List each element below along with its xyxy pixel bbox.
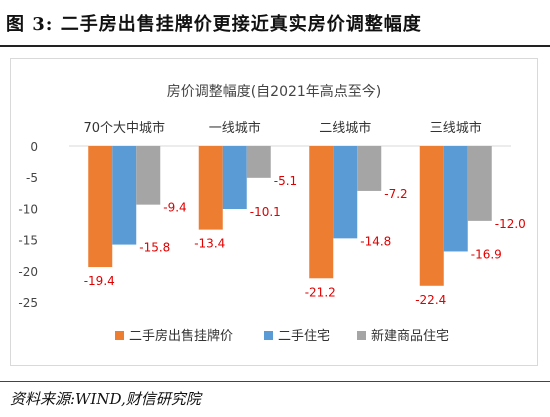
y-tick-label: -5 (26, 171, 38, 185)
bar (444, 146, 468, 251)
y-tick-label: -20 (18, 265, 38, 279)
y-tick-label: -25 (18, 296, 38, 310)
value-label: -10.1 (250, 205, 281, 219)
value-label: -12.0 (495, 217, 526, 231)
value-label: -15.8 (139, 241, 170, 255)
y-tick-label: 0 (30, 140, 38, 154)
bottom-divider (0, 381, 550, 382)
value-label: -21.2 (305, 285, 336, 299)
value-label: -9.4 (163, 201, 186, 215)
bar (88, 146, 112, 267)
chart-container: 房价调整幅度(自2021年高点至今) 70个大中城市 一线城市 二线城市 三线城市 0… (10, 58, 538, 366)
value-label: -7.2 (384, 187, 407, 201)
bar (223, 146, 247, 209)
bars (69, 146, 511, 286)
value-label: -5.1 (274, 174, 297, 188)
legend-label: 新建商品住宅 (371, 328, 449, 344)
legend-swatch (357, 331, 366, 340)
bar (309, 146, 333, 278)
value-label: -13.4 (194, 237, 225, 251)
bar (247, 146, 271, 178)
value-label: -16.9 (471, 247, 502, 261)
value-label: -22.4 (415, 293, 446, 307)
category-labels: 70个大中城市 一线城市 二线城市 三线城市 (83, 120, 481, 136)
chart-title: 房价调整幅度(自2021年高点至今) (167, 83, 382, 100)
category-label: 一线城市 (209, 120, 261, 136)
figure-title: 图 3: 二手房出售挂牌价更接近真实房价调整幅度 (6, 10, 422, 36)
category-label: 三线城市 (430, 120, 482, 136)
bar-chart: 房价调整幅度(自2021年高点至今) 70个大中城市 一线城市 二线城市 三线城市 0… (11, 59, 537, 365)
legend: 二手房出售挂牌价 二手住宅 新建商品住宅 (115, 328, 449, 344)
source-note: 资料来源:WIND,财信研究院 (10, 388, 201, 409)
value-label: -14.8 (360, 234, 391, 248)
bar (468, 146, 492, 221)
legend-swatch (264, 331, 273, 340)
value-label: -19.4 (84, 274, 115, 288)
category-label: 二线城市 (319, 120, 371, 136)
legend-label: 二手住宅 (278, 329, 330, 344)
bar (199, 146, 223, 230)
legend-swatch (115, 331, 124, 340)
bar (420, 146, 444, 286)
y-tick-label: -15 (18, 234, 38, 248)
category-label: 70个大中城市 (83, 120, 165, 136)
y-axis: 0 -5 -10 -15 -20 -25 (18, 140, 38, 310)
legend-label: 二手房出售挂牌价 (129, 328, 233, 344)
bar (333, 146, 357, 238)
bar (357, 146, 381, 191)
bar (136, 146, 160, 205)
bar (112, 146, 136, 245)
top-divider (0, 45, 550, 47)
y-tick-label: -10 (18, 202, 38, 216)
